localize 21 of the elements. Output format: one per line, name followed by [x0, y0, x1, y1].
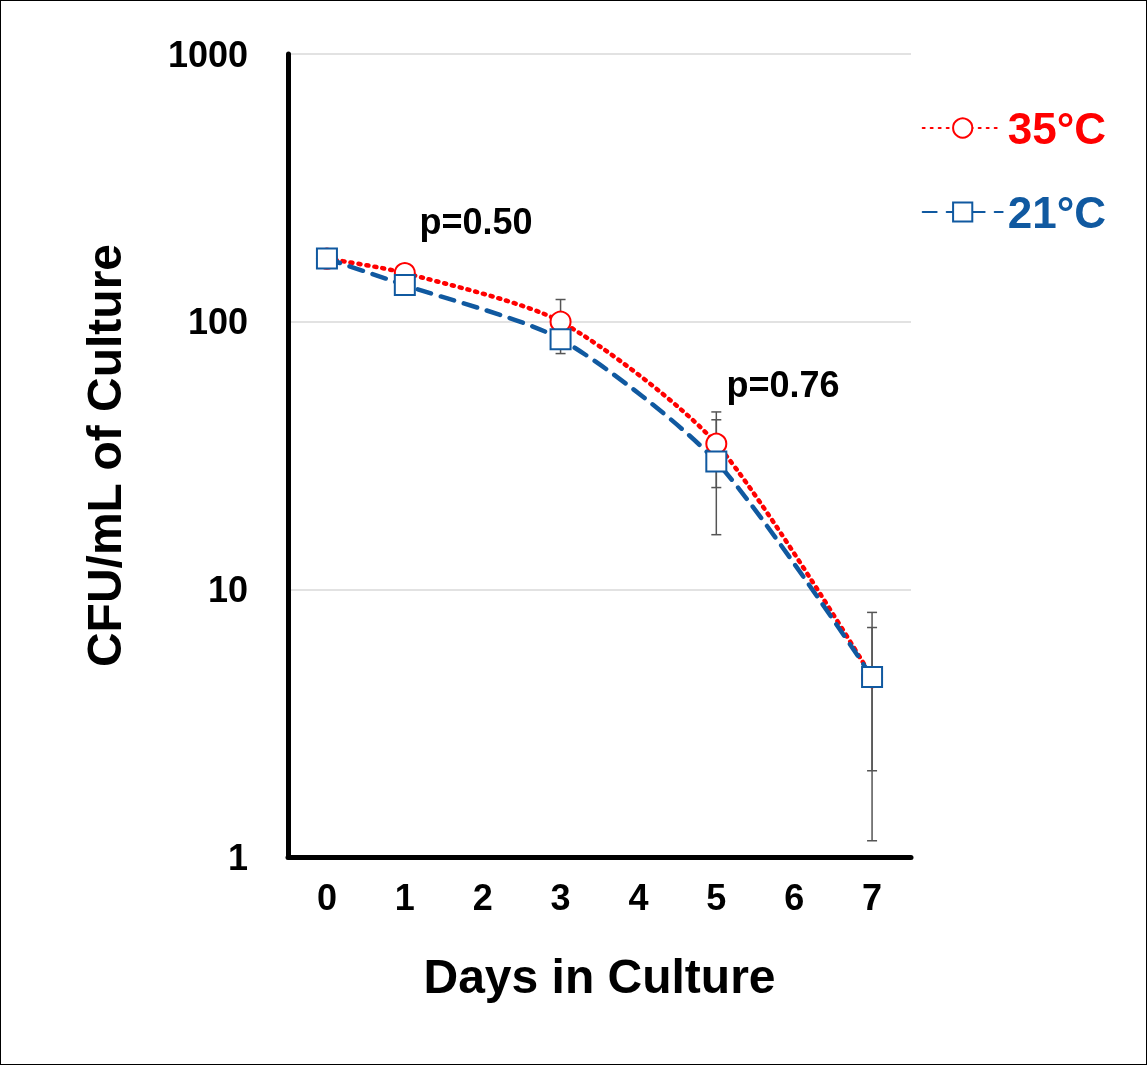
annotation: p=0.76: [726, 363, 840, 405]
x-tick-label: 4: [628, 876, 649, 918]
y-axis-title: CFU/mL of Culture: [77, 243, 131, 668]
y-tick-label: 1000: [167, 33, 248, 75]
y-tick-label: 10: [207, 568, 248, 610]
x-axis-title: Days in Culture: [423, 949, 776, 1003]
point: [393, 274, 416, 297]
point: [705, 450, 728, 473]
x-tick-label: 2: [472, 876, 493, 918]
x-tick-label: 6: [784, 876, 805, 918]
point: [549, 328, 572, 351]
x-tick-label: 7: [862, 876, 883, 918]
annotation: p=0.50: [419, 200, 533, 242]
x-tick-label: 0: [316, 876, 337, 918]
x-tick-label: 3: [550, 876, 571, 918]
y-tick-label: 100: [187, 301, 248, 343]
x-tick-label: 5: [706, 876, 727, 918]
y-tick-label: 1: [227, 836, 248, 878]
legend-label: 21°C: [1007, 187, 1106, 237]
legend-label: 35°C: [1007, 103, 1106, 153]
x-tick-label: 1: [394, 876, 415, 918]
